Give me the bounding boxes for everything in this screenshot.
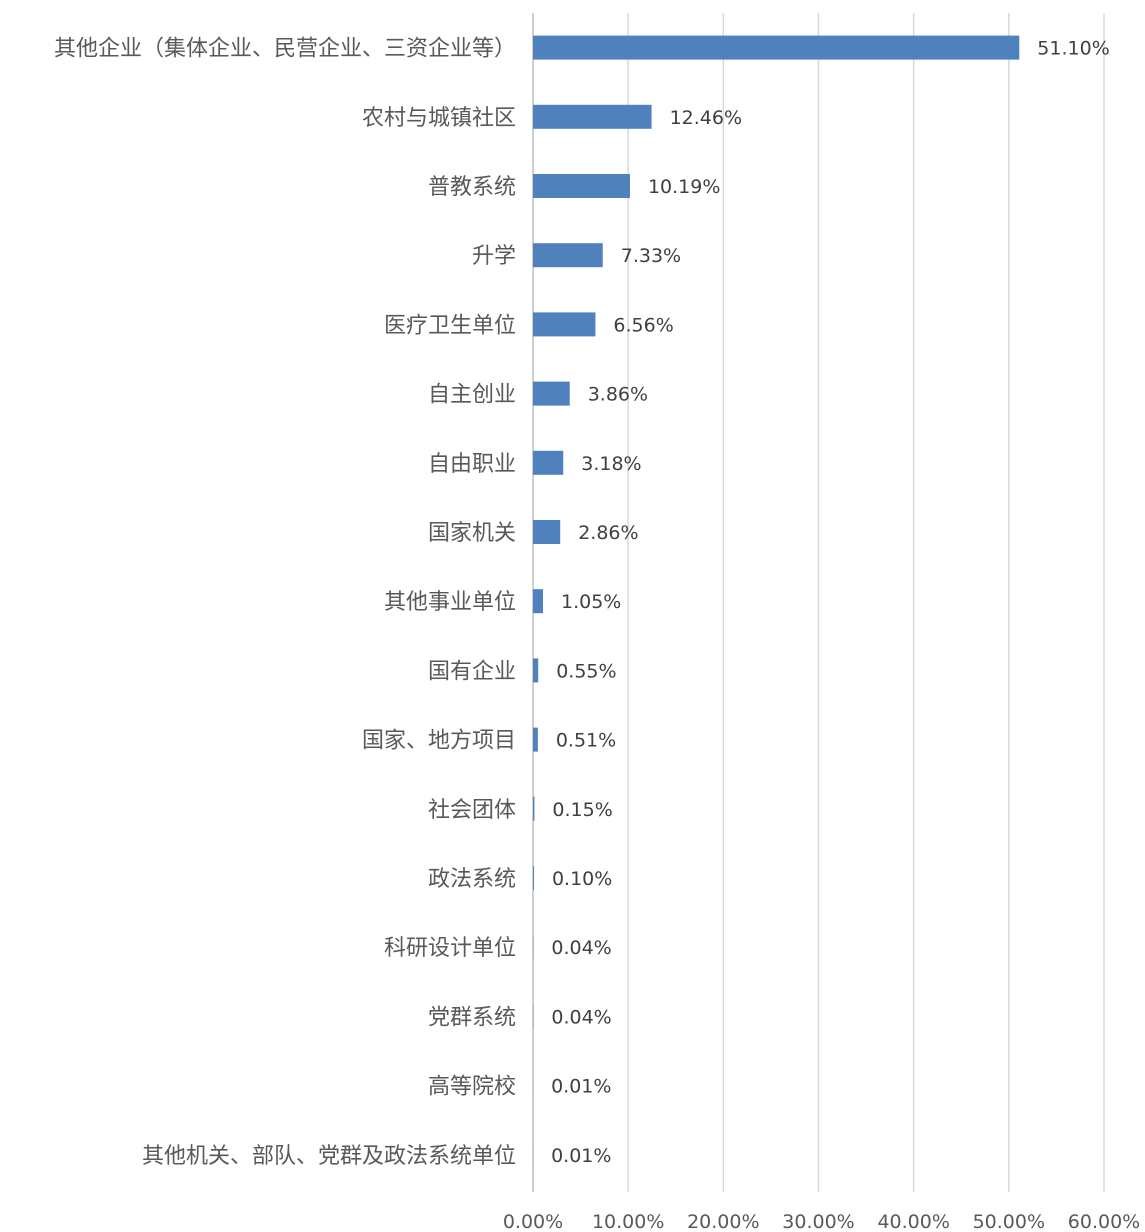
category-labels: 其他企业（集体企业、民营企业、三资企业等） 农村与城镇社区普教系统升学医疗卫生单位…: [54, 37, 516, 1169]
x-tick-label: 10.00%: [592, 1211, 664, 1232]
data-label: 12.46%: [670, 107, 742, 129]
bar: [533, 727, 538, 752]
bar: [533, 866, 534, 890]
category-label: 自主创业: [428, 383, 516, 408]
category-label: 科研设计单位: [384, 936, 516, 961]
category-label: 国家、地方项目: [362, 729, 516, 754]
data-label: 1.05%: [561, 591, 621, 613]
bar: [533, 243, 603, 268]
x-tick-label: 40.00%: [877, 1211, 949, 1232]
category-label: 国有企业: [428, 659, 516, 684]
data-label: 0.01%: [551, 1076, 611, 1098]
data-label: 7.33%: [621, 245, 681, 267]
bar: [533, 104, 652, 129]
bar: [533, 312, 596, 337]
data-label: 2.86%: [578, 522, 638, 544]
category-label: 社会团体: [428, 798, 516, 823]
data-label: 0.04%: [551, 937, 611, 959]
x-axis-tick-labels: 0.00% 10.00% 20.00% 30.00% 40.00% 50.00% 60.00…: [503, 1211, 1140, 1232]
data-label: 0.04%: [551, 1006, 611, 1028]
category-label: 其他机关、部队、党群及政法系统单位: [142, 1144, 516, 1169]
data-label: 0.55%: [556, 660, 616, 682]
data-label: 3.86%: [588, 384, 648, 406]
data-label: 10.19%: [648, 176, 720, 198]
data-label: 0.51%: [556, 730, 616, 752]
bar: [533, 174, 630, 198]
bar: [533, 658, 539, 683]
bars: [533, 35, 1020, 1167]
gridlines: [532, 13, 1105, 1192]
category-label: 医疗卫生单位: [384, 313, 516, 338]
category-label: 升学: [472, 244, 516, 269]
bar: [533, 35, 1020, 60]
category-label: 自由职业: [428, 452, 516, 477]
category-label: 农村与城镇社区: [362, 106, 516, 131]
x-tick-label: 20.00%: [687, 1211, 759, 1232]
category-label: 其他企业（集体企业、民营企业、三资企业等）: [54, 37, 516, 62]
x-tick-label: 0.00%: [503, 1211, 563, 1232]
data-label: 0.10%: [552, 868, 612, 890]
bar: [533, 796, 535, 821]
category-label: 国家机关: [428, 521, 516, 546]
bar: [533, 589, 543, 614]
data-label: 0.15%: [552, 799, 612, 821]
data-label: 3.18%: [581, 453, 641, 475]
bar: [533, 381, 570, 406]
value-labels: 51.10% 12.46% 10.19% 7.33% 6.56% 3.86% 3.18% 2.…: [551, 38, 1110, 1167]
data-label: 0.01%: [551, 1145, 611, 1167]
bar: [533, 450, 564, 475]
data-label: 6.56%: [613, 314, 673, 336]
category-label: 政法系统: [428, 867, 516, 892]
category-label: 党群系统: [428, 1005, 516, 1030]
category-label: 普教系统: [428, 175, 516, 200]
category-label: 高等院校: [428, 1075, 516, 1100]
x-tick-label: 50.00%: [973, 1211, 1045, 1232]
x-tick-label: 30.00%: [782, 1211, 854, 1232]
category-label: 其他事业单位: [384, 590, 516, 615]
x-tick-label: 60.00%: [1068, 1211, 1140, 1232]
data-label: 51.10%: [1037, 38, 1109, 60]
bar: [533, 520, 561, 544]
